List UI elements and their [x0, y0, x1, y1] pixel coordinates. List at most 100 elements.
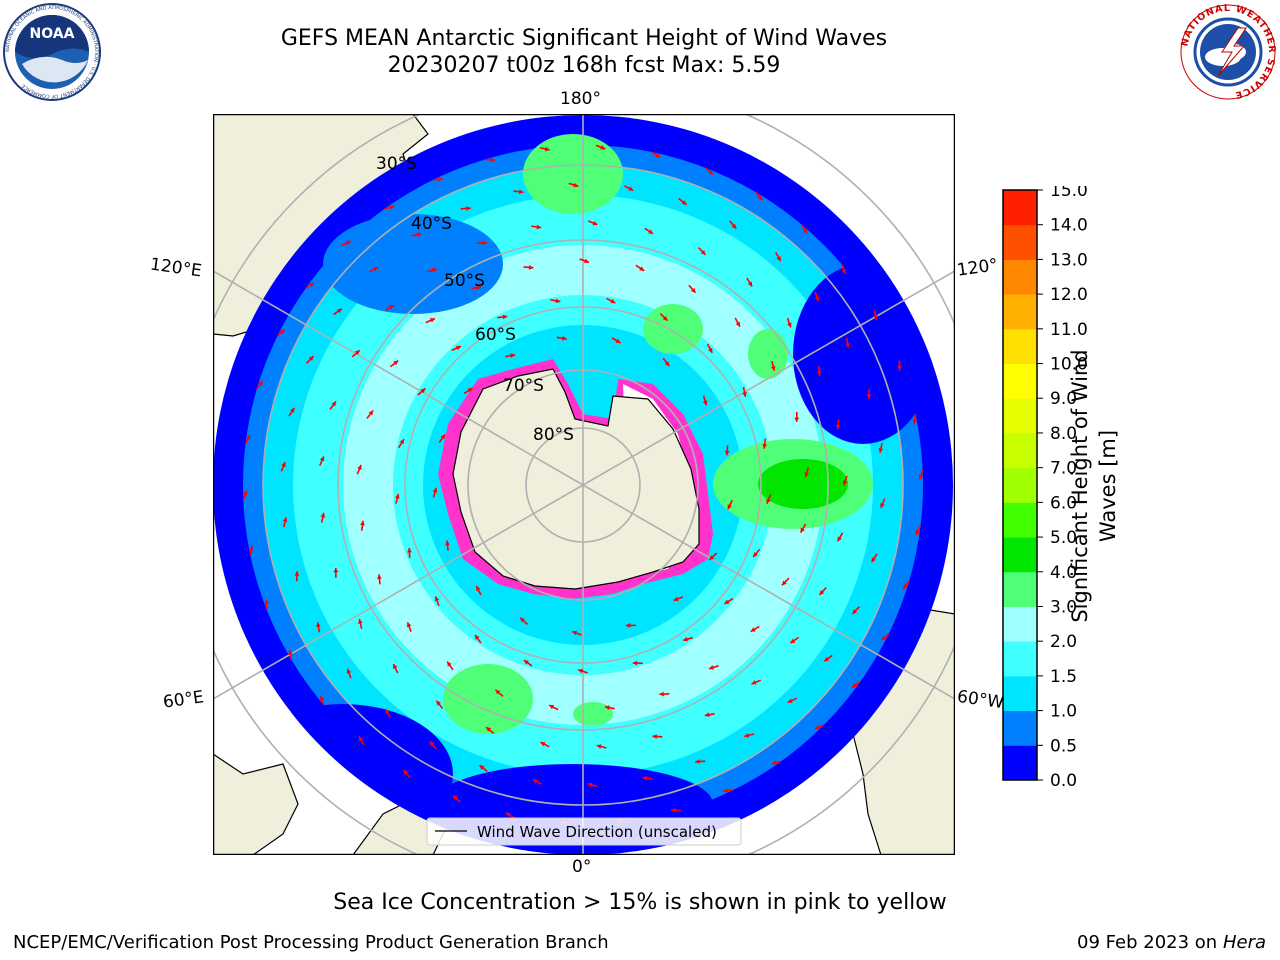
wind-arrow [407, 547, 412, 558]
colorbar-tick-label: 8.0 [1050, 424, 1077, 444]
wind-arrow [548, 704, 559, 711]
wind-arrow [659, 313, 669, 322]
wind-arrow [918, 469, 924, 480]
wind-arrow [746, 277, 753, 287]
wind-arrow [794, 411, 800, 422]
wind-arrow [475, 585, 482, 596]
colorbar-tick-label: 3.0 [1050, 597, 1077, 617]
wind-arrow [280, 461, 286, 472]
noaa-logo-text: NOAA [30, 26, 75, 42]
wind-arrow [606, 297, 616, 304]
wind-arrow [571, 630, 582, 636]
colorbar-segment [1003, 259, 1037, 295]
wind-arrow [845, 337, 850, 348]
wind-arrow [248, 545, 254, 556]
wind-arrow [377, 574, 382, 585]
wind-arrow [568, 182, 579, 188]
wind-arrow [635, 264, 645, 272]
wind-arrow [851, 606, 860, 615]
colorbar-tick-label: 15.0 [1050, 186, 1088, 201]
wind-arrow [682, 636, 693, 642]
wind-arrow [727, 499, 733, 510]
wind-arrow [411, 232, 422, 237]
wind-arrow [519, 617, 529, 625]
wind-arrow [513, 189, 524, 195]
wind-arrow [577, 668, 588, 674]
wind-arrow [836, 532, 844, 542]
wind-arrow [392, 663, 399, 674]
wind-arrow [434, 596, 440, 607]
wind-arrow [678, 197, 688, 206]
wind-arrow [319, 695, 325, 706]
colorbar-segment [1003, 641, 1037, 677]
lat-label-60s: 60°S [475, 325, 516, 345]
colorbar-tick-label: 12.0 [1050, 285, 1088, 305]
colorbar-tick-label: 7.0 [1050, 459, 1077, 479]
colorbar-tick-label: 0.0 [1050, 771, 1077, 786]
wind-arrow [384, 205, 395, 210]
colorbar-segment [1003, 502, 1037, 538]
wind-arrow [389, 359, 399, 368]
wind-arrow [523, 659, 533, 667]
antarctica [438, 359, 713, 599]
wind-arrow [705, 167, 714, 176]
wind-arrow [818, 586, 827, 596]
wind-arrow [596, 744, 607, 749]
wind-arrow [460, 206, 471, 211]
wind-arrow [873, 309, 878, 321]
wind-arrow [814, 291, 820, 302]
lat-label-30s: 30°S [376, 154, 417, 174]
wind-arrow [474, 634, 482, 644]
wind-arrow [751, 679, 762, 685]
wind-arrow [851, 681, 861, 689]
wind-arrow [452, 794, 461, 803]
wind-arrow [579, 258, 590, 264]
wind-arrow [463, 387, 474, 395]
wind-arrow [611, 337, 621, 344]
wind-arrow [781, 577, 790, 586]
colorbar-frame [1002, 189, 1038, 781]
wind-arrow [804, 467, 810, 478]
wind-arrow [425, 317, 436, 324]
wind-arrow [670, 807, 682, 813]
wind-arrow [734, 317, 741, 328]
date-stamp: 09 Feb 2023 on Hera [1077, 932, 1266, 953]
wind-arrow [708, 552, 718, 561]
wind-arrow [723, 597, 734, 605]
colorbar-segment [1003, 328, 1037, 365]
wind-arrow [432, 177, 443, 182]
map: 30°S 40°S 50°S 60°S 70°S 80°S Wind Wave … [213, 114, 955, 855]
wind-arrow [256, 380, 264, 390]
wind-arrow [789, 636, 800, 644]
wind-arrow [320, 512, 326, 523]
wind-arrow [427, 267, 438, 273]
wind-arrow [360, 520, 365, 531]
colorbar-tick-label: 4.0 [1050, 563, 1077, 583]
wind-arrow [346, 668, 352, 679]
wind-arrow [333, 567, 339, 578]
sea-ice-note: Sea Ice Concentration > 15% is shown in … [333, 890, 947, 915]
wind-arrow [708, 665, 719, 670]
wind-arrow [644, 227, 654, 235]
wind-arrow [294, 571, 300, 582]
wind-arrow [624, 185, 634, 192]
wind-arrow [366, 409, 374, 419]
wind-arrow [417, 387, 426, 396]
wind-wave-arrows [242, 144, 924, 826]
wind-arrow [341, 240, 352, 247]
wind-arrow [485, 726, 495, 735]
colorbar-label: Significant Height of Wind Waves [m] [1068, 349, 1120, 623]
wind-arrow [282, 517, 288, 528]
lat-label-50s: 50°S [444, 271, 485, 291]
lat-label-70s: 70°S [503, 376, 544, 396]
colorbar-tick-label: 2.0 [1050, 632, 1077, 652]
wind-arrow [445, 540, 450, 551]
wind-arrow [333, 308, 343, 316]
wind-arrow [724, 445, 730, 456]
wind-arrow [835, 419, 841, 430]
lon-label-lower-left: 60°E [161, 687, 206, 713]
lon-label-lower-right: 60°W [955, 686, 1006, 714]
wind-arrow [652, 734, 663, 739]
wind-arrow [651, 151, 661, 158]
wind-arrow [842, 475, 848, 486]
